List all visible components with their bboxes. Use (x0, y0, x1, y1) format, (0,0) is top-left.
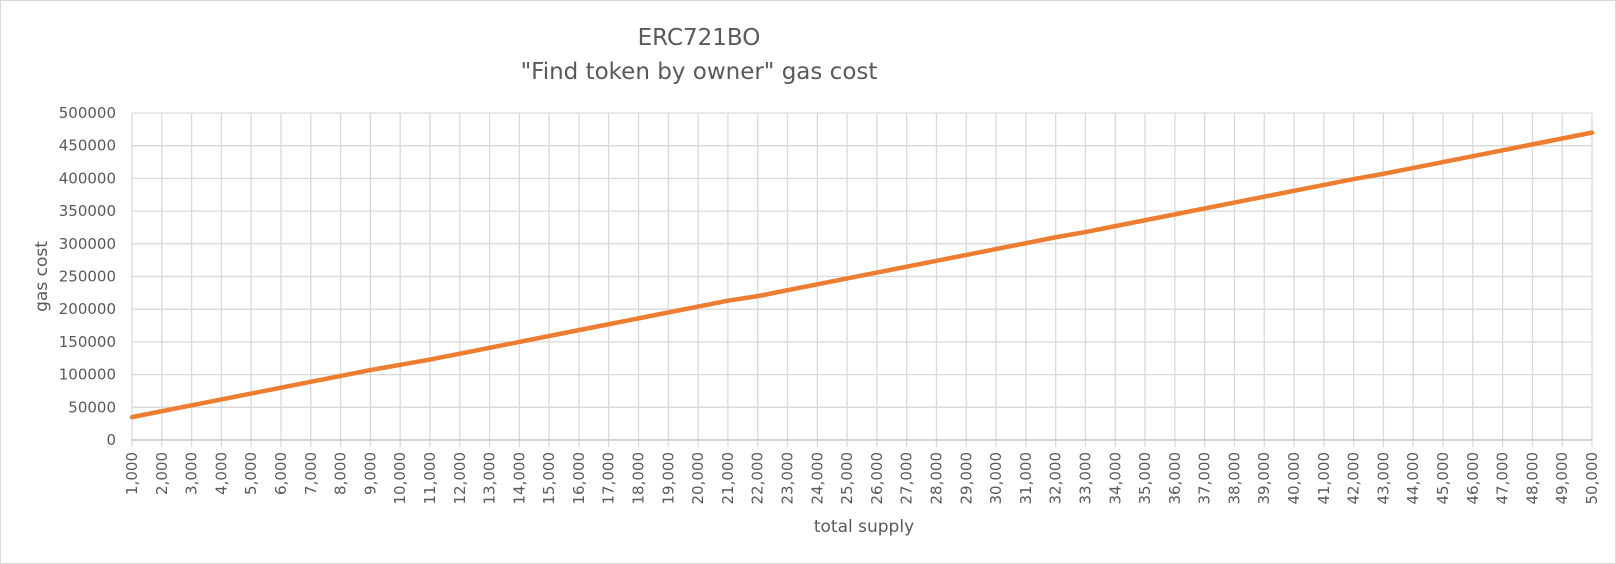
y-tick-label: 50000 (68, 398, 116, 416)
x-tick-label: 50,000 (1583, 452, 1601, 505)
x-tick-label: 45,000 (1434, 452, 1452, 505)
x-tick-label: 11,000 (421, 452, 439, 505)
x-tick-label: 5,000 (242, 452, 260, 495)
x-tick-label: 4,000 (212, 452, 230, 495)
y-axis-title: gas cost (32, 241, 52, 312)
x-tick-label: 7,000 (302, 452, 320, 495)
x-tick-label: 20,000 (689, 452, 707, 505)
x-tick-label: 39,000 (1255, 452, 1273, 505)
x-tick-label: 49,000 (1553, 452, 1571, 505)
x-tick-label: 27,000 (898, 452, 916, 505)
x-tick-label: 21,000 (719, 452, 737, 505)
x-tick-label: 47,000 (1494, 452, 1512, 505)
x-tick-label: 26,000 (868, 452, 886, 505)
y-tick-label: 100000 (59, 366, 116, 384)
x-tick-label: 30,000 (987, 452, 1005, 505)
x-tick-label: 44,000 (1404, 452, 1422, 505)
y-axis-tick-labels: 0 50000 100000 150000 200000 250000 300000 3500… (59, 104, 116, 449)
x-tick-label: 43,000 (1374, 452, 1392, 505)
series-line (129, 130, 1595, 420)
x-tick-label: 19,000 (659, 452, 677, 505)
x-tick-label: 22,000 (749, 452, 767, 505)
x-tick-label: 17,000 (600, 452, 618, 505)
x-tick-label: 42,000 (1345, 452, 1363, 505)
y-tick-label: 350000 (59, 202, 116, 220)
x-tick-label: 8,000 (332, 452, 350, 495)
x-tick-label: 12,000 (451, 452, 469, 505)
x-axis-tick-labels: 1,000 2,000 3,000 4,000 5,000 6,000 7,000 8,000… (123, 452, 1601, 505)
x-tick-label: 23,000 (779, 452, 797, 505)
y-tick-label: 500000 (59, 104, 116, 122)
x-tick-label: 13,000 (481, 452, 499, 505)
y-tick-label: 200000 (59, 300, 116, 318)
x-tick-label: 6,000 (272, 452, 290, 495)
x-tick-label: 46,000 (1464, 452, 1482, 505)
x-tick-label: 34,000 (1106, 452, 1124, 505)
y-tick-label: 250000 (59, 268, 116, 286)
x-tick-label: 1,000 (123, 452, 141, 495)
x-tick-label: 35,000 (1136, 452, 1154, 505)
x-tick-label: 28,000 (927, 452, 945, 505)
x-tick-label: 10,000 (391, 452, 409, 505)
x-tick-label: 16,000 (570, 452, 588, 505)
chart-subtitle: "Find token by owner" gas cost (520, 59, 878, 85)
x-tick-label: 14,000 (510, 452, 528, 505)
x-tick-label: 32,000 (1047, 452, 1065, 505)
x-tick-label: 3,000 (183, 452, 201, 495)
x-tick-label: 33,000 (1076, 452, 1094, 505)
x-tick-label: 9,000 (361, 452, 379, 495)
x-tick-label: 31,000 (1017, 452, 1035, 505)
y-tick-label: 0 (106, 431, 116, 449)
x-tick-label: 24,000 (808, 452, 826, 505)
x-tick-label: 25,000 (838, 452, 856, 505)
x-tick-label: 40,000 (1285, 452, 1303, 505)
chart-title: ERC721BO (637, 25, 761, 51)
y-tick-label: 300000 (59, 235, 116, 253)
x-tick-label: 38,000 (1225, 452, 1243, 505)
x-tick-label: 36,000 (1166, 452, 1184, 505)
gridlines (131, 112, 1593, 447)
x-tick-label: 15,000 (540, 452, 558, 505)
x-tick-label: 41,000 (1315, 452, 1333, 505)
series-layer (129, 130, 1595, 420)
y-tick-label: 150000 (59, 333, 116, 351)
x-tick-label: 48,000 (1523, 452, 1541, 505)
x-axis-title: total supply (814, 517, 914, 537)
x-tick-label: 18,000 (630, 452, 648, 505)
x-tick-label: 37,000 (1196, 452, 1214, 505)
x-tick-label: 2,000 (153, 452, 171, 495)
x-tick-label: 29,000 (957, 452, 975, 505)
y-tick-label: 450000 (59, 137, 116, 155)
y-tick-label: 400000 (59, 169, 116, 187)
